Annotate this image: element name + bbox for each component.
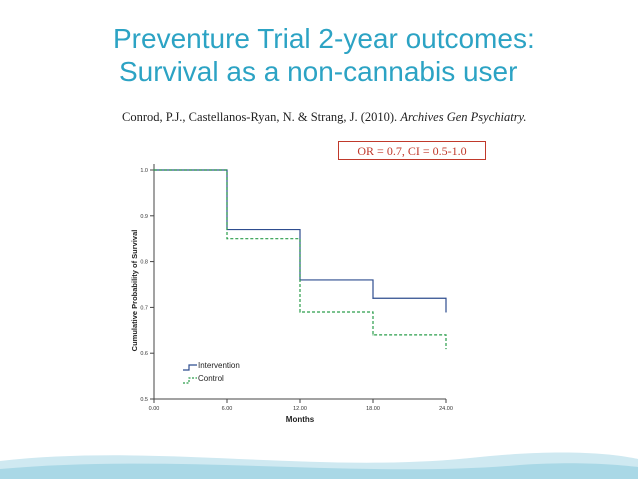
legend-swatch-control (183, 377, 197, 384)
y-tick-label: 0.7 (140, 305, 148, 311)
y-tick-label: 0.8 (140, 260, 148, 266)
odds-ratio-box: OR = 0.7, CI = 0.5-1.0 (338, 141, 486, 160)
x-tick-label: 0.00 (149, 406, 160, 412)
series-point-control (226, 238, 228, 240)
legend-label-control: Control (198, 374, 224, 383)
series-point-control (153, 169, 155, 171)
series-point-control (445, 348, 447, 350)
decorative-wave (0, 452, 638, 479)
x-tick-label: 18.00 (366, 406, 380, 412)
x-tick-label: 6.00 (222, 406, 233, 412)
y-tick-label: 0.9 (140, 214, 148, 220)
x-tick-label: 24.00 (439, 406, 453, 412)
x-axis-label: Months (286, 415, 315, 424)
x-tick-label: 12.00 (293, 406, 307, 412)
survival-chart-svg: 0.5 0.6 0.7 0.8 0.9 1.0 0.00 6.00 12.00 18.00 24.0… (130, 164, 453, 424)
survival-chart: 0.5 0.6 0.7 0.8 0.9 1.0 0.00 6.00 12.00 18.00 24.0… (121, 138, 524, 440)
y-tick-label: 0.5 (140, 397, 148, 403)
citation-authors: Conrod, P.J., Castellanos-Ryan, N. & Str… (122, 110, 401, 124)
series-point-intervention (372, 297, 374, 299)
series-line-control (154, 169, 447, 349)
slide-title: Preventure Trial 2-year outcomes: Surviv… (113, 22, 613, 88)
title-line-2: Survival as a non-cannabis user (119, 56, 518, 87)
citation-journal: Archives Gen Psychiatry. (400, 110, 527, 124)
legend-swatch-intervention (183, 364, 197, 371)
series-point-control (372, 334, 374, 336)
y-tick-label: 0.6 (140, 351, 148, 357)
legend-label-intervention: Intervention (198, 361, 240, 370)
series-point-control (299, 311, 301, 313)
y-tick-label: 1.0 (140, 168, 148, 174)
series-point-intervention (445, 311, 447, 313)
title-line-1: Preventure Trial 2-year outcomes: (113, 23, 535, 54)
citation: Conrod, P.J., Castellanos-Ryan, N. & Str… (122, 109, 542, 126)
y-axis-label: Cumulative Probability of Survival (130, 230, 139, 352)
